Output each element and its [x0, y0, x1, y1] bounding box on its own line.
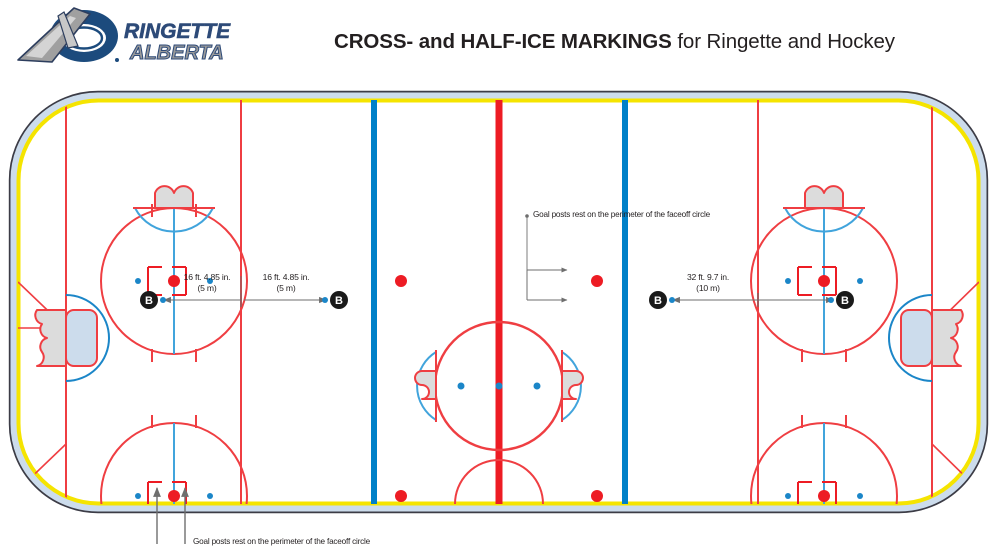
page-title-strong: CROSS- and HALF-ICE MARKINGS: [334, 30, 672, 53]
goal-post-note: Goal posts rest on the perimeter of the …: [533, 210, 711, 219]
goal-crease-right: [888, 294, 933, 382]
center-dot-right: [533, 382, 541, 390]
bench-marker-4: B: [828, 291, 854, 309]
ref-dot-tl-left: [135, 278, 141, 284]
logo-stick: [57, 11, 79, 49]
crossice-crease-top-left: [134, 207, 214, 233]
faceoff-mark-top-right: [797, 266, 837, 296]
bench-dot-2: [322, 297, 328, 303]
crossice-crease-top-right: [784, 207, 864, 233]
ref-dot-tr-right: [857, 278, 863, 284]
goal-net-left: [34, 309, 67, 367]
center-ice-dot: [495, 382, 503, 390]
faceoff-mark-bottom-right: [797, 481, 837, 504]
referee-crease: [454, 459, 544, 504]
logo-registered-mark: [115, 58, 119, 62]
ref-dot-bl-left: [135, 493, 141, 499]
neutral-dot-top-right: [591, 275, 603, 287]
bench-marker-label-3: B: [654, 295, 662, 307]
ref-dot-br-left: [785, 493, 791, 499]
crossice-net-top-left: [154, 185, 194, 209]
ref-dot-bl-right: [207, 493, 213, 499]
center-dot-left: [457, 382, 465, 390]
faceoff-mark-bottom-left: [147, 481, 187, 504]
dimension-mid-imperial: 16 ft. 4.85 in.: [262, 272, 310, 282]
ref-dot-tr-left: [785, 278, 791, 284]
dimension-left-imperial: 16 ft. 4.85 in.: [183, 272, 231, 282]
neutral-dot-top-left: [395, 275, 407, 287]
faceoff-group-bottom-left: [100, 415, 248, 504]
page-title: CROSS- and HALF-ICE MARKINGS for Ringett…: [334, 27, 984, 61]
page-header: RINGETTE ALBERTA CROSS- and HALF-ICE MAR…: [0, 0, 997, 86]
center-net-left: [414, 370, 437, 400]
logo-word-ringette: RINGETTE: [124, 20, 231, 43]
center-crease-left: [416, 351, 437, 421]
center-crease-right: [561, 351, 582, 421]
goal-box-right: [900, 309, 933, 367]
bottom-caption: Goal posts rest on the perimeter of the …: [193, 537, 371, 546]
neutral-dot-bottom-right: [591, 490, 603, 502]
goal-post-note-leader: [525, 214, 568, 303]
ringette-alberta-logo: RINGETTE ALBERTA: [12, 2, 232, 74]
bench-markers: B B B B: [140, 291, 854, 309]
bottom-caption-leaders: [153, 487, 189, 544]
dimension-right-metric: (10 m): [696, 283, 720, 293]
bench-dot-1: [160, 297, 166, 303]
neutral-dot-bottom-left: [395, 490, 407, 502]
goal-net-right: [931, 309, 964, 367]
ref-dot-br-right: [857, 493, 863, 499]
rink-stage: B B B B: [0, 86, 997, 544]
goal-box-left: [65, 309, 98, 367]
dimension-arrows: [163, 276, 834, 307]
logo-word-alberta: ALBERTA: [129, 42, 224, 64]
bench-dot-4: [828, 297, 834, 303]
note-leader-cap: [525, 214, 529, 218]
faceoff-group-top-left: [100, 185, 248, 362]
faceoff-group-bottom-right: [750, 415, 898, 504]
dimension-right-imperial: 32 ft. 9.7 in.: [686, 272, 730, 282]
logo-svg: RINGETTE ALBERTA: [17, 7, 231, 65]
goal-crease-left: [65, 294, 110, 382]
bench-marker-label-1: B: [145, 295, 153, 307]
bench-dot-3: [669, 297, 675, 303]
rink-svg: B B B B: [8, 90, 989, 544]
faceoff-group-center: [414, 320, 584, 452]
bench-marker-1: B: [140, 291, 166, 309]
dimension-left-metric: (5 m): [197, 283, 217, 293]
dimension-label-mid: 16 ft. 4.85 in. (5 m): [241, 272, 331, 294]
crossice-net-top-right: [804, 185, 844, 209]
dimension-mid-metric: (5 m): [276, 283, 296, 293]
dimension-label-left: 16 ft. 4.85 in. (5 m): [162, 272, 252, 294]
bench-marker-label-4: B: [841, 295, 849, 307]
bench-marker-label-2: B: [335, 295, 343, 307]
faceoff-group-top-right: [750, 185, 898, 362]
bench-marker-3: B: [649, 291, 675, 309]
page-title-light: for Ringette and Hockey: [671, 30, 895, 53]
rink-board-band: [10, 92, 987, 512]
bench-marker-2: B: [322, 291, 348, 309]
ref-dot-tl-right: [207, 278, 213, 284]
center-net-right: [561, 370, 584, 400]
dimension-label-right: 32 ft. 9.7 in. (10 m): [663, 272, 753, 294]
